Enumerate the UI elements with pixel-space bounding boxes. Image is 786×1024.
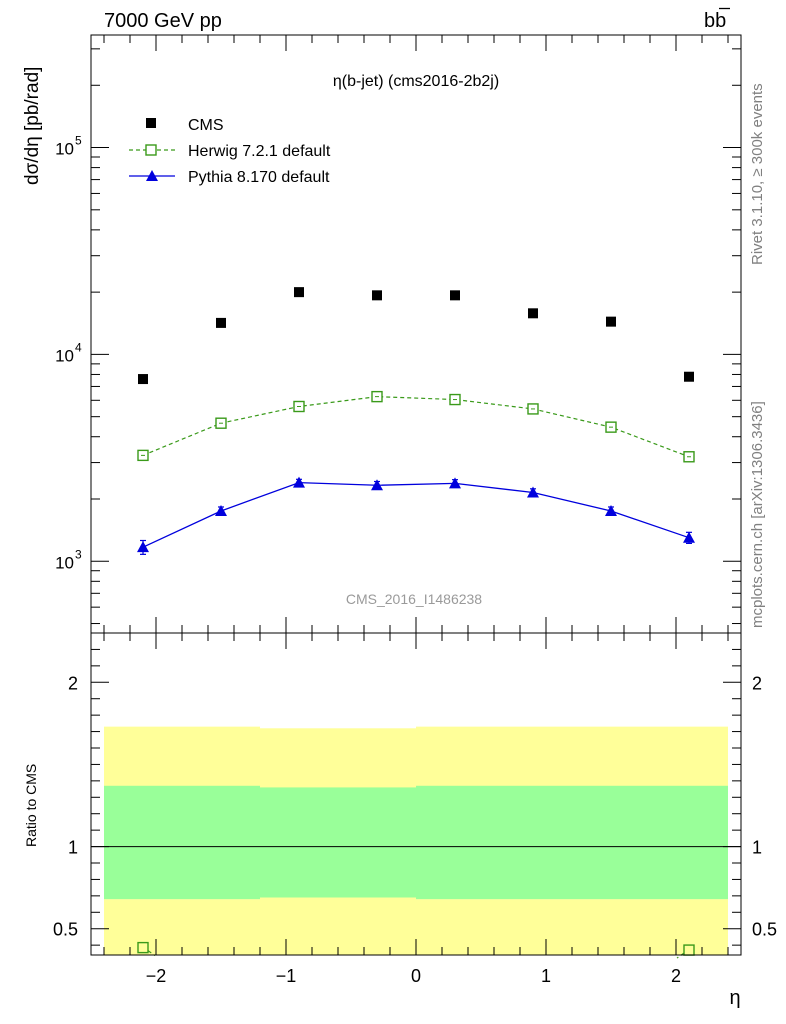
pythia-point <box>293 476 305 488</box>
ratio-y-tick-label-right: 0.5 <box>752 920 777 940</box>
legend-label-pythia: Pythia 8.170 default <box>188 169 330 186</box>
band-inner <box>416 785 572 900</box>
main-y-tick-label-exponent: 4 <box>75 340 82 354</box>
main-y-axis-label: dσ/dη [pb/rad] <box>22 67 43 185</box>
pythia-point <box>605 504 617 516</box>
cms-data-point <box>606 316 616 327</box>
cms-data-point <box>528 308 538 319</box>
legend-marker-cms <box>146 118 156 128</box>
cms-data-point <box>450 290 460 301</box>
main-panel <box>137 287 695 555</box>
pythia-point <box>683 531 695 543</box>
pythia-point <box>137 541 149 553</box>
legend-marker-pythia <box>146 170 158 181</box>
plot-title: η(b-jet) (cms2016-2b2j) <box>333 73 499 90</box>
band-outer-lower <box>416 899 572 955</box>
pythia-point <box>215 504 227 516</box>
ratio-y-tick-label-right: 2 <box>752 673 762 693</box>
band-inner <box>260 787 416 898</box>
x-tick-label: 2 <box>671 966 681 986</box>
pythia-line <box>142 481 690 548</box>
ratio-y-tick-label-right: 1 <box>752 838 762 858</box>
band-outer-lower <box>572 899 728 955</box>
x-tick-label: 1 <box>541 966 551 986</box>
main-y-tick-label-exponent: 3 <box>75 547 82 561</box>
herwig-line <box>142 396 690 458</box>
pythia-point <box>527 486 539 498</box>
process-label: bb <box>704 10 726 32</box>
legend-label-herwig: Herwig 7.2.1 default <box>188 143 331 160</box>
ratio-line-herwig <box>676 952 685 959</box>
ratio-y-tick-label: 1 <box>68 838 78 858</box>
analysis-id: CMS_2016_I1486238 <box>346 591 482 607</box>
pythia-point <box>449 477 461 489</box>
main-y-tick-label: 10 <box>55 140 74 159</box>
ratio-y-tick-label: 0.5 <box>53 920 78 940</box>
ratio-panel <box>91 726 741 959</box>
x-tick-label: −2 <box>146 966 167 986</box>
x-tick-label: 0 <box>411 966 421 986</box>
ratio-y-axis-label: Ratio to CMS <box>23 764 39 847</box>
rivet-label: Rivet 3.1.10, ≥ 300k events <box>749 83 766 265</box>
cms-data-point <box>294 287 304 298</box>
cms-data-point <box>372 290 382 301</box>
main-y-tick-label: 10 <box>55 553 74 572</box>
legend-marker-herwig <box>145 144 157 156</box>
legend: CMS Herwig 7.2.1 default Pythia 8.170 de… <box>129 117 331 186</box>
ratio-axes: 0.5 0.5 1 1 2 2 −2 −1 0 1 2 <box>53 633 777 986</box>
band-inner <box>572 785 728 900</box>
main-y-tick-label-exponent: 5 <box>75 134 82 148</box>
energy-label: 7000 GeV pp <box>104 10 222 32</box>
cms-data-point <box>684 371 694 382</box>
band-outer-lower <box>104 899 260 955</box>
ratio-point-herwig <box>137 941 149 954</box>
band-inner <box>104 785 260 900</box>
main-y-tick-label: 10 <box>55 346 74 365</box>
band-outer-lower <box>260 897 416 955</box>
cms-data-point <box>216 317 226 328</box>
legend-label-cms: CMS <box>188 117 224 134</box>
x-axis-label: η <box>729 987 740 1009</box>
mcplots-label: mcplots.cern.ch [arXiv:1306.3436] <box>749 401 766 628</box>
ratio-y-tick-label: 2 <box>68 673 78 693</box>
pythia-point <box>371 479 383 491</box>
x-tick-label: −1 <box>276 966 297 986</box>
cms-data-point <box>138 374 148 385</box>
